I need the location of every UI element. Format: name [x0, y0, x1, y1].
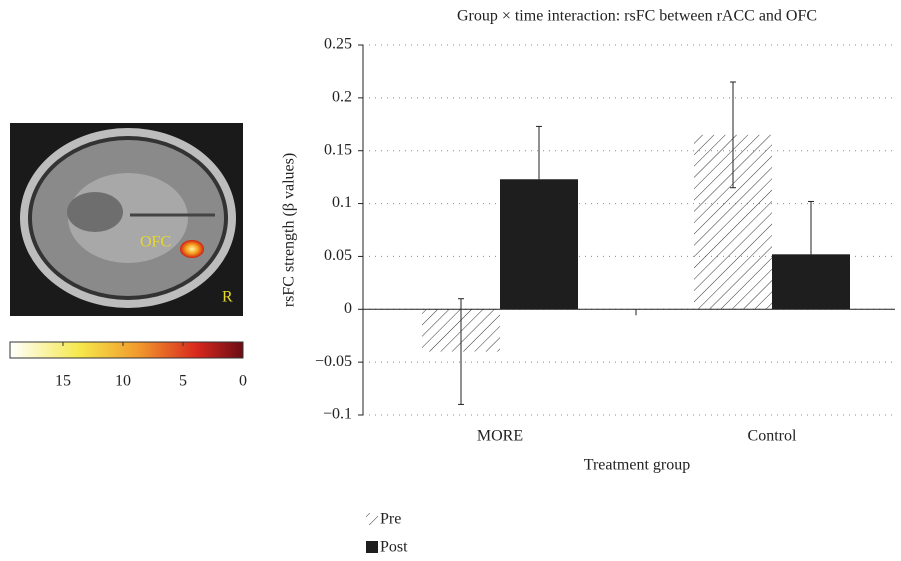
figure: OFC R Group × time interaction: rsFC bet… — [0, 0, 901, 561]
x-tick-label: MORE — [477, 428, 523, 445]
bar — [772, 254, 850, 309]
y-tick-label: 0.2 — [332, 89, 352, 106]
colorbar — [10, 342, 243, 358]
side-label: R — [222, 289, 233, 306]
legend-label: Post — [380, 539, 408, 556]
y-tick-label: 0.25 — [324, 36, 352, 53]
y-tick-label: −0.1 — [323, 406, 352, 423]
colorbar-tick-label: 0 — [239, 373, 247, 390]
y-tick-label: 0 — [344, 300, 352, 317]
y-tick-label: 0.15 — [324, 141, 352, 158]
y-tick-label: 0.1 — [332, 194, 352, 211]
y-tick-label: 0.05 — [324, 247, 352, 264]
activation — [180, 240, 204, 258]
chart-title: Group × time interaction: rsFC between r… — [457, 8, 817, 25]
y-axis-label: rsFC strength (β values) — [281, 153, 298, 307]
bar — [500, 179, 578, 309]
colorbar-tick-label: 5 — [179, 373, 187, 390]
midbrain — [67, 192, 123, 232]
legend-swatch — [366, 513, 378, 525]
region-label: OFC — [140, 234, 171, 251]
colorbar-tick-label: 10 — [115, 373, 131, 390]
legend-label: Pre — [380, 511, 401, 528]
legend-swatch — [366, 541, 378, 553]
colorbar-tick-label: 15 — [55, 373, 71, 390]
x-tick-label: Control — [748, 428, 797, 445]
y-tick-label: −0.05 — [315, 353, 352, 370]
brain-panel: OFC R — [10, 123, 243, 358]
x-axis-label: Treatment group — [584, 457, 691, 474]
